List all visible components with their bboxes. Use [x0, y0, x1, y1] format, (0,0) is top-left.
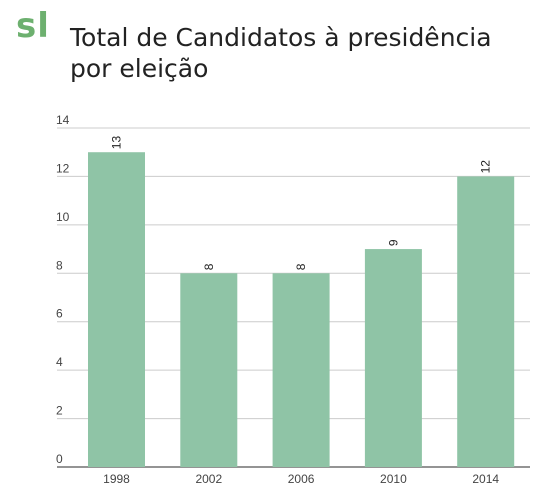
- bars: [88, 152, 515, 467]
- y-tick-label: 10: [56, 210, 70, 224]
- y-tick-label: 4: [56, 355, 63, 369]
- data-label-1998: 13: [110, 136, 124, 150]
- x-tick-label-2014: 2014: [472, 472, 499, 486]
- x-tick-label-1998: 1998: [103, 472, 130, 486]
- brand-logo: sl: [16, 6, 50, 46]
- y-tick-label: 6: [56, 307, 63, 321]
- data-label-2014: 12: [479, 160, 493, 174]
- bar-2006: [272, 273, 330, 467]
- bar-1998: [88, 152, 145, 467]
- x-tick-label-2010: 2010: [380, 472, 407, 486]
- y-tick-label: 14: [56, 113, 70, 127]
- x-axis-tick-labels: 1998 2002 2006 2010 2014: [103, 472, 499, 486]
- y-tick-label: 12: [56, 161, 70, 175]
- bar-2014: [457, 176, 515, 467]
- y-tick-label: 8: [56, 258, 63, 272]
- x-tick-label-2006: 2006: [288, 472, 315, 486]
- y-tick-label: 2: [56, 404, 63, 418]
- y-tick-label: 0: [56, 452, 63, 466]
- data-label-2010: 9: [386, 239, 400, 246]
- y-axis-tick-labels: 0 2 4 6 8 10 12 14: [56, 113, 70, 466]
- data-label-2002: 8: [202, 263, 216, 270]
- data-labels: 13 8 8 9 12: [110, 136, 493, 271]
- bar-2010: [364, 249, 422, 467]
- chart-title: Total de Candidatos à presidência por el…: [70, 23, 492, 83]
- bar-2002: [180, 273, 238, 467]
- data-label-2006: 8: [294, 263, 308, 270]
- x-tick-label-2002: 2002: [195, 472, 222, 486]
